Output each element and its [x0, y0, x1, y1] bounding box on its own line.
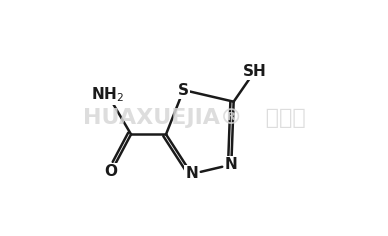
Text: SH: SH [243, 64, 267, 79]
Text: N: N [225, 157, 238, 172]
Text: NH$_2$: NH$_2$ [91, 85, 124, 104]
Text: HUAXUEJIA®   化学加: HUAXUEJIA® 化学加 [83, 108, 305, 128]
Text: O: O [105, 164, 118, 179]
Text: N: N [185, 166, 198, 181]
Text: S: S [178, 83, 189, 97]
